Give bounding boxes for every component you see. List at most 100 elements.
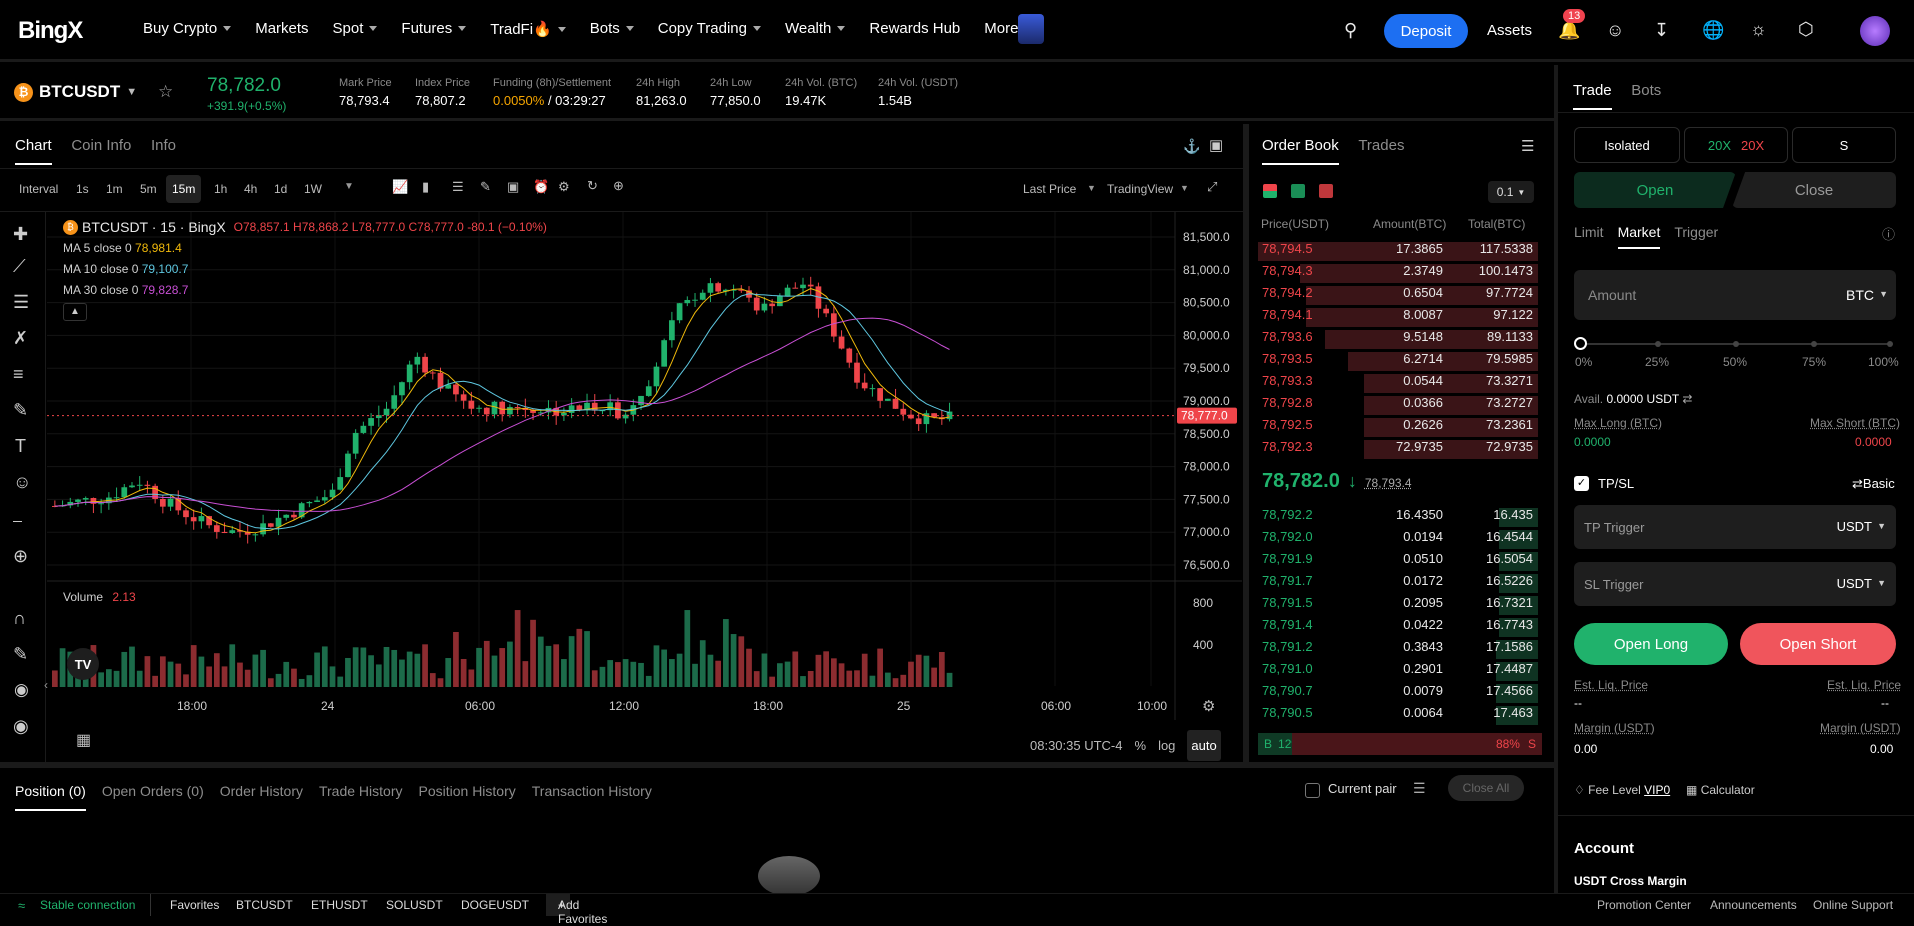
slider-mark-0[interactable]: 0% (1575, 355, 1592, 369)
ask-row[interactable]: 78,793.6 9.5148 89.1133 (1258, 329, 1538, 349)
collapse-legend-button[interactable]: ▲ (63, 303, 87, 321)
interval-1s[interactable]: 1s (76, 182, 89, 196)
slider-mark-50[interactable]: 50% (1723, 355, 1747, 369)
bid-row[interactable]: 78,791.2 0.3843 17.1586 (1258, 639, 1538, 659)
crosshair-icon[interactable]: ✚ (13, 224, 28, 245)
emoji-icon[interactable]: ☺ (13, 472, 31, 493)
log-toggle[interactable]: log (1158, 738, 1175, 753)
auto-toggle[interactable]: auto (1187, 730, 1220, 761)
nav-buy-crypto[interactable]: Buy Crypto (143, 20, 231, 38)
ask-row[interactable]: 78,792.3 72.9735 72.9735 (1258, 439, 1538, 459)
ask-row[interactable]: 78,793.3 0.0544 73.3271 (1258, 373, 1538, 393)
info-icon[interactable]: ⓘ (1882, 224, 1895, 243)
alert-icon[interactable]: ⚓ (1183, 138, 1200, 155)
ask-row[interactable]: 78,793.5 6.2714 79.5985 (1258, 351, 1538, 371)
draw-icon[interactable]: ✎ (480, 179, 491, 195)
ask-row[interactable]: 78,792.5 0.2626 73.2361 (1258, 417, 1538, 437)
tradingview-logo-icon[interactable]: TV (67, 648, 99, 680)
indicators-icon[interactable]: 📈 (392, 179, 408, 195)
leverage-button[interactable]: 20X 20X (1684, 127, 1788, 163)
order-type-limit[interactable]: Limit (1574, 224, 1604, 249)
tab-order-book[interactable]: Order Book (1262, 137, 1339, 165)
pair-selector[interactable]: ₿ BTCUSDT ▼ (14, 82, 137, 102)
interval-1m[interactable]: 1m (106, 182, 123, 196)
bell-icon[interactable]: 🔔 (1558, 21, 1580, 39)
zoom-in-icon[interactable]: ⊕ (13, 546, 28, 567)
percent-toggle[interactable]: % (1135, 738, 1147, 753)
tab-order-history[interactable]: Order History (220, 783, 303, 811)
brush-icon[interactable]: ✎ (13, 400, 28, 421)
horizontal-lines-icon[interactable]: ☰ (13, 292, 29, 313)
amount-unit-select[interactable]: BTC (1846, 287, 1874, 303)
bid-row[interactable]: 78,790.5 0.0064 17.463 (1258, 705, 1538, 725)
view-bids-icon[interactable] (1291, 184, 1305, 198)
favorite-solusdt[interactable]: SOLUSDT (386, 898, 443, 912)
favorite-btcusdt[interactable]: BTCUSDT (236, 898, 293, 912)
add-favorites-button[interactable]: + Add Favorites (546, 894, 570, 916)
globe-icon[interactable]: 🌐 (1702, 21, 1724, 39)
ask-row[interactable]: 78,792.8 0.0366 73.2727 (1258, 395, 1538, 415)
star-icon[interactable]: ☆ (158, 82, 173, 102)
bid-row[interactable]: 78,792.2 16.4350 16.435 (1258, 507, 1538, 527)
bingx-logo[interactable]: BingX (18, 17, 82, 45)
margin-mode-button[interactable]: Isolated (1574, 127, 1680, 163)
pencil-lock-icon[interactable]: ✎ (13, 644, 28, 665)
tab-transaction-history[interactable]: Transaction History (532, 783, 652, 811)
settings-hex-icon[interactable]: ⬡ (1798, 20, 1814, 38)
slider-mark-75[interactable]: 75% (1802, 355, 1826, 369)
transfer-icon[interactable]: ⇄ (1682, 392, 1692, 406)
current-pair-checkbox[interactable] (1305, 783, 1320, 798)
order-type-market[interactable]: Market (1618, 224, 1661, 249)
tab-trades[interactable]: Trades (1358, 137, 1404, 154)
tab-chart[interactable]: Chart (15, 137, 52, 165)
slider-handle[interactable] (1574, 337, 1587, 350)
calculator-link[interactable]: ▦ Calculator (1686, 783, 1755, 797)
tpsl-checkbox[interactable]: ✓ (1574, 476, 1589, 491)
orderbook-settings-icon[interactable]: ☰ (1521, 137, 1534, 155)
header-total[interactable]: Total(BTC) (1468, 217, 1525, 231)
profile-avatar[interactable] (1860, 16, 1890, 46)
basic-toggle[interactable]: ⇄Basic (1852, 476, 1895, 492)
favorite-ethusdt[interactable]: ETHUSDT (311, 898, 368, 912)
chart-settings-icon[interactable]: ⚙ (558, 179, 570, 195)
eye-icon[interactable]: ◉ (13, 716, 29, 737)
amount-input[interactable]: Amount BTC ▼ (1574, 270, 1896, 320)
online-support-link[interactable]: Online Support (1813, 898, 1893, 912)
interval-5m[interactable]: 5m (140, 182, 157, 196)
order-type-trigger[interactable]: Trigger (1674, 224, 1718, 249)
magnet-icon[interactable]: ∩ (13, 608, 26, 629)
fee-level-link[interactable]: ♢ Fee Level VIP0 (1574, 783, 1670, 797)
ask-row[interactable]: 78,794.5 17.3865 117.5338 (1258, 241, 1538, 261)
position-mode-button[interactable]: S (1792, 127, 1896, 163)
user-icon[interactable]: ☺ (1606, 21, 1624, 39)
theme-icon[interactable]: ☼ (1750, 20, 1767, 38)
bid-row[interactable]: 78,791.4 0.0422 16.7743 (1258, 617, 1538, 637)
tab-position-history[interactable]: Position History (419, 783, 516, 811)
fullscreen-icon[interactable]: ▣ (1209, 136, 1223, 154)
ask-row[interactable]: 78,794.3 2.3749 100.1473 (1258, 263, 1538, 283)
bid-row[interactable]: 78,790.7 0.0079 17.4566 (1258, 683, 1538, 703)
deposit-button[interactable]: Deposit (1384, 14, 1468, 48)
tab-position[interactable]: Position (0) (15, 783, 86, 811)
open-long-button[interactable]: Open Long (1574, 623, 1728, 665)
close-tab-button[interactable]: Close (1732, 172, 1896, 208)
filter-icon[interactable]: ☰ (1413, 780, 1426, 797)
tab-open-orders[interactable]: Open Orders (0) (102, 783, 204, 811)
stat-funding[interactable]: Funding (8h)/Settlement 0.0050% / 03:29:2… (493, 77, 611, 108)
promo-avatar-icon[interactable] (1018, 14, 1044, 44)
template-icon[interactable]: ☰ (452, 179, 464, 195)
date-range-icon[interactable]: ▦ (76, 730, 91, 750)
nav-tradfi[interactable]: TradFi🔥 (490, 20, 565, 38)
interval-1h[interactable]: 1h (214, 182, 227, 196)
tab-bots[interactable]: Bots (1631, 82, 1661, 99)
nav-bots[interactable]: Bots (590, 20, 634, 38)
text-icon[interactable]: T (15, 436, 26, 457)
nav-copy-trading[interactable]: Copy Trading (658, 20, 761, 38)
favorite-dogeusdt[interactable]: DOGEUSDT (461, 898, 529, 912)
interval-1d[interactable]: 1d (274, 182, 287, 196)
alarm-icon[interactable]: ⏰ (533, 179, 549, 195)
download-icon[interactable]: ↧ (1654, 21, 1669, 39)
interval-1w[interactable]: 1W (304, 182, 322, 196)
chart-settings-gear-icon[interactable]: ⚙ (1202, 697, 1215, 715)
tab-trade-history[interactable]: Trade History (319, 783, 403, 811)
